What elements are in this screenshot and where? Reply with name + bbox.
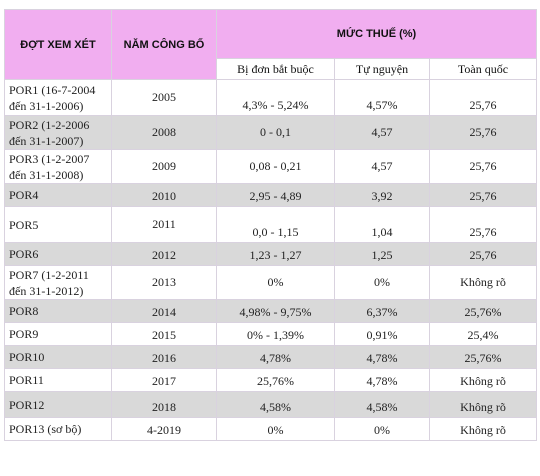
cell-period: POR6 (4, 242, 112, 266)
cell-year: 2018 (111, 391, 217, 418)
cell-period: POR10 (4, 345, 112, 369)
header-period: ĐỢT XEM XÉT (4, 9, 112, 80)
cell-voluntary: 1,25 (334, 242, 430, 266)
cell-nationwide: 25,4% (428, 322, 538, 346)
cell-voluntary: 4,57% (334, 79, 430, 116)
cell-mandatory: 1,23 - 1,27 (216, 242, 335, 266)
cell-nationwide: 25,76 (428, 242, 538, 266)
cell-year: 2014 (111, 299, 217, 323)
cell-voluntary: 3,92 (334, 183, 430, 207)
cell-period: POR13 (sơ bộ) (4, 417, 112, 441)
cell-voluntary: 6,37% (334, 299, 430, 323)
cell-year: 2017 (111, 368, 217, 392)
cell-voluntary: 1,04 (334, 206, 430, 243)
table-row: POR13 (sơ bộ) 4-2019 0% 0% Không rõ (4, 417, 538, 441)
cell-period: POR8 (4, 299, 112, 323)
header-voluntary: Tự nguyện (334, 58, 430, 80)
cell-mandatory: 25,76% (216, 368, 335, 392)
cell-mandatory: 0% (216, 265, 335, 300)
cell-nationwide: 25,76% (428, 299, 538, 323)
cell-year: 2015 (111, 322, 217, 346)
table-row: POR12 2018 4,58% 4,58% Không rõ (4, 391, 538, 418)
table-row: POR7 (1-2-2011 đến 31-1-2012) 2013 0% 0%… (4, 265, 538, 300)
table-row: POR5 2011 0,0 - 1,15 1,04 25,76 (4, 206, 538, 243)
cell-voluntary: 4,57 (334, 115, 430, 150)
header-mandatory: Bị đơn bắt buộc (216, 58, 335, 80)
table-header: ĐỢT XEM XÉT NĂM CÔNG BỐ MỨC THUẾ (%) Bị … (4, 9, 538, 80)
table-row: POR4 2010 2,95 - 4,89 3,92 25,76 (4, 183, 538, 207)
cell-year: 2005 (111, 79, 217, 116)
cell-year: 2016 (111, 345, 217, 369)
cell-period: POR11 (4, 368, 112, 392)
cell-period: POR3 (1-2-2007 đến 31-1-2008) (4, 149, 112, 184)
cell-period: POR4 (4, 183, 112, 207)
header-nationwide: Toàn quốc (428, 58, 538, 80)
cell-mandatory: 0,0 - 1,15 (216, 206, 335, 243)
cell-period: POR9 (4, 322, 112, 346)
table-row: POR8 2014 4,98% - 9,75% 6,37% 25,76% (4, 299, 538, 323)
table-body: POR1 (16-7-2004 đến 31-1-2006) 2005 4,3%… (4, 79, 538, 441)
cell-nationwide: 25,76 (428, 183, 538, 207)
cell-period: POR1 (16-7-2004 đến 31-1-2006) (4, 79, 112, 116)
cell-voluntary: 0% (334, 417, 430, 441)
table-row: POR1 (16-7-2004 đến 31-1-2006) 2005 4,3%… (4, 79, 538, 116)
header-year: NĂM CÔNG BỐ (111, 9, 217, 80)
cell-year: 4-2019 (111, 417, 217, 441)
table-row: POR10 2016 4,78% 4,78% 25,76% (4, 345, 538, 369)
cell-year: 2010 (111, 183, 217, 207)
cell-period: POR2 (1-2-2006 đến 31-1-2007) (4, 115, 112, 150)
cell-nationwide: 25,76 (428, 149, 538, 184)
cell-year: 2012 (111, 242, 217, 266)
cell-mandatory: 0% - 1,39% (216, 322, 335, 346)
header-tax-rate: MỨC THUẾ (%) (215, 9, 538, 59)
cell-nationwide: 25,76 (428, 115, 538, 150)
cell-voluntary: 4,78% (334, 368, 430, 392)
tax-rate-table-container: ĐỢT XEM XÉT NĂM CÔNG BỐ MỨC THUẾ (%) Bị … (4, 9, 538, 441)
table-row: POR6 2012 1,23 - 1,27 1,25 25,76 (4, 242, 538, 266)
cell-nationwide: 25,76 (428, 206, 538, 243)
table-row: POR11 2017 25,76% 4,78% Không rõ (4, 368, 538, 392)
cell-nationwide: Không rõ (428, 368, 538, 392)
table-row: POR9 2015 0% - 1,39% 0,91% 25,4% (4, 322, 538, 346)
cell-voluntary: 4,57 (334, 149, 430, 184)
cell-nationwide: 25,76 (428, 79, 538, 116)
cell-mandatory: 4,78% (216, 345, 335, 369)
table-row: POR2 (1-2-2006 đến 31-1-2007) 2008 0 - 0… (4, 115, 538, 150)
cell-mandatory: 4,3% - 5,24% (216, 79, 335, 116)
cell-mandatory: 0% (216, 417, 335, 441)
cell-nationwide: Không rõ (428, 391, 538, 418)
cell-period: POR12 (4, 391, 112, 418)
cell-mandatory: 0,08 - 0,21 (216, 149, 335, 184)
cell-voluntary: 0% (334, 265, 430, 300)
tax-rate-table: ĐỢT XEM XÉT NĂM CÔNG BỐ MỨC THUẾ (%) Bị … (4, 9, 538, 441)
cell-voluntary: 4,58% (334, 391, 430, 418)
cell-period: POR7 (1-2-2011 đến 31-1-2012) (4, 265, 112, 300)
cell-nationwide: 25,76% (428, 345, 538, 369)
cell-nationwide: Không rõ (428, 265, 538, 300)
cell-mandatory: 4,58% (216, 391, 335, 418)
cell-mandatory: 2,95 - 4,89 (216, 183, 335, 207)
cell-mandatory: 0 - 0,1 (216, 115, 335, 150)
cell-year: 2013 (111, 265, 217, 300)
cell-year: 2008 (111, 115, 217, 150)
cell-nationwide: Không rõ (428, 417, 538, 441)
cell-voluntary: 0,91% (334, 322, 430, 346)
cell-year: 2009 (111, 149, 217, 184)
cell-mandatory: 4,98% - 9,75% (216, 299, 335, 323)
table-row: POR3 (1-2-2007 đến 31-1-2008) 2009 0,08 … (4, 149, 538, 184)
cell-year: 2011 (111, 206, 217, 243)
cell-voluntary: 4,78% (334, 345, 430, 369)
cell-period: POR5 (4, 206, 112, 243)
